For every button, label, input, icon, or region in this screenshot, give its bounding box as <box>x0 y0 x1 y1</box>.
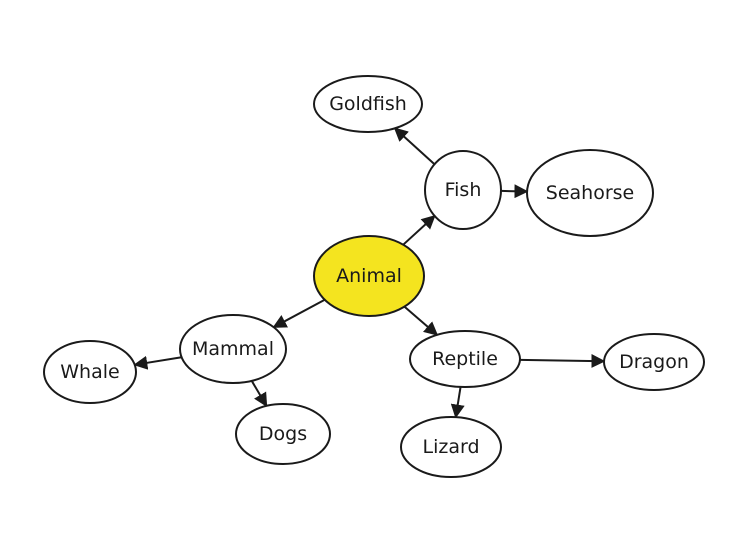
edge-arrow <box>393 127 436 165</box>
edges-layer <box>133 127 606 419</box>
edge-arrow <box>519 354 606 369</box>
node-shape <box>526 149 654 237</box>
node-label: Mammal <box>192 338 274 360</box>
node-label: Animal <box>336 265 402 287</box>
node-label: Whale <box>60 361 119 383</box>
edge-animal-to-mammal <box>272 298 326 329</box>
node-fish[interactable]: Fish <box>424 150 502 230</box>
edge-reptile-to-dragon <box>519 354 606 369</box>
edge-fish-to-seahorse <box>500 184 529 199</box>
node-lizard[interactable]: Lizard <box>400 416 502 478</box>
node-shape <box>313 75 423 133</box>
node-label: Seahorse <box>546 182 634 204</box>
edge-arrow <box>272 298 326 329</box>
node-label: Lizard <box>422 436 479 458</box>
node-label: Reptile <box>432 348 498 370</box>
edge-animal-to-reptile <box>403 305 439 336</box>
node-shape <box>43 340 137 404</box>
node-shape <box>235 403 331 465</box>
node-shape <box>400 416 502 478</box>
node-dragon[interactable]: Dragon <box>603 333 705 391</box>
edge-reptile-to-lizard <box>450 386 465 419</box>
edge-arrow <box>450 386 465 419</box>
node-seahorse[interactable]: Seahorse <box>526 149 654 237</box>
edge-animal-to-fish <box>402 215 436 246</box>
edge-mammal-to-whale <box>133 355 182 370</box>
node-dogs[interactable]: Dogs <box>235 403 331 465</box>
node-label: Goldfish <box>329 93 407 115</box>
edge-arrow <box>500 184 529 199</box>
node-goldfish[interactable]: Goldfish <box>313 75 423 133</box>
edge-arrow <box>403 305 439 336</box>
edge-fish-to-goldfish <box>393 127 436 165</box>
node-reptile[interactable]: Reptile <box>409 330 521 388</box>
node-shape <box>179 314 287 384</box>
edge-arrow <box>402 215 436 246</box>
edge-arrow <box>250 380 268 408</box>
node-whale[interactable]: Whale <box>43 340 137 404</box>
node-animal[interactable]: Animal <box>313 235 425 317</box>
nodes-layer: Animal Fish Goldfish Seahorse Mammal Whale Dog… <box>43 75 705 478</box>
node-shape <box>603 333 705 391</box>
node-shape <box>424 150 502 230</box>
node-label: Fish <box>445 179 482 201</box>
node-shape <box>313 235 425 317</box>
edge-arrow <box>133 355 182 370</box>
node-shape <box>409 330 521 388</box>
node-mammal[interactable]: Mammal <box>179 314 287 384</box>
node-label: Dogs <box>259 423 307 445</box>
edge-mammal-to-dogs <box>250 380 268 408</box>
node-label: Dragon <box>619 351 689 373</box>
